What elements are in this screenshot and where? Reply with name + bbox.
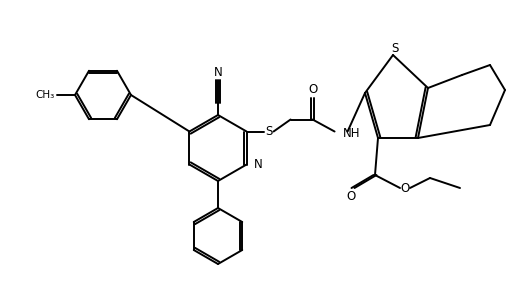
Text: NH: NH — [343, 127, 360, 140]
Text: O: O — [308, 83, 317, 96]
Text: CH₃: CH₃ — [36, 90, 55, 100]
Text: O: O — [400, 181, 409, 195]
Text: N: N — [214, 66, 222, 79]
Text: N: N — [253, 158, 262, 171]
Text: O: O — [346, 190, 355, 204]
Text: S: S — [391, 42, 399, 54]
Text: S: S — [265, 125, 272, 138]
